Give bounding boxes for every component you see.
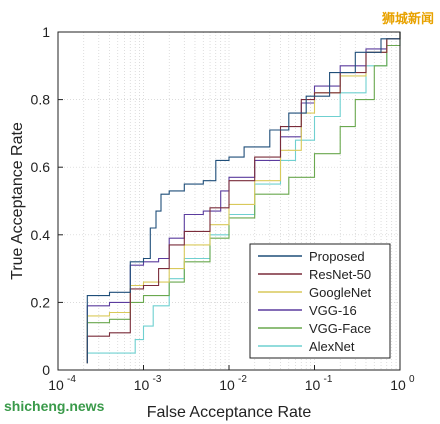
y-tick-label: 0.2 bbox=[31, 294, 51, 310]
watermark-bottom: shicheng.news bbox=[4, 398, 105, 414]
x-tick-exponent: -3 bbox=[153, 374, 162, 385]
y-tick-label: 0.8 bbox=[31, 92, 51, 108]
legend-box bbox=[249, 243, 391, 359]
x-tick-exponent: -1 bbox=[324, 374, 333, 385]
y-tick-label: 0.4 bbox=[31, 227, 51, 243]
series-line-proposed bbox=[86, 32, 401, 364]
y-tick-label: 0.6 bbox=[31, 159, 51, 175]
series-layer bbox=[86, 32, 401, 364]
watermark-top: 狮城新闻 bbox=[381, 12, 434, 27]
x-tick-label: 10 bbox=[134, 377, 150, 393]
legend-label-vgg-face: VGG-Face bbox=[309, 321, 371, 336]
x-tick-label: 10 bbox=[219, 377, 235, 393]
legend-label-vgg-16: VGG-16 bbox=[309, 303, 357, 318]
x-tick-label: 10 bbox=[390, 377, 406, 393]
legend-label-proposed: Proposed bbox=[309, 249, 365, 264]
x-tick-exponent: 0 bbox=[409, 374, 415, 385]
legend: Proposed ResNet-50 GoogleNet VGG-16 VGG-Face… bbox=[249, 243, 391, 359]
y-tick-label: 1 bbox=[42, 24, 50, 40]
x-tick-exponent: -2 bbox=[238, 374, 247, 385]
x-axis-title: False Acceptance Rate bbox=[147, 404, 312, 421]
y-tick-label: 0 bbox=[42, 362, 50, 378]
legend-label-alexnet: AlexNet bbox=[309, 339, 355, 354]
legend-label-googlenet: GoogleNet bbox=[309, 285, 372, 300]
y-axis-title: True Acceptance Rate bbox=[9, 122, 26, 280]
x-tick-label: 10 bbox=[305, 377, 321, 393]
tick-layer: 10 -4 10 -3 10 -2 10 -1 10 000.20.40.60.81 bbox=[31, 24, 415, 393]
legend-label-resnet-50: ResNet-50 bbox=[309, 267, 371, 282]
x-tick-exponent: -4 bbox=[67, 374, 76, 385]
x-tick-label: 10 bbox=[48, 377, 64, 393]
